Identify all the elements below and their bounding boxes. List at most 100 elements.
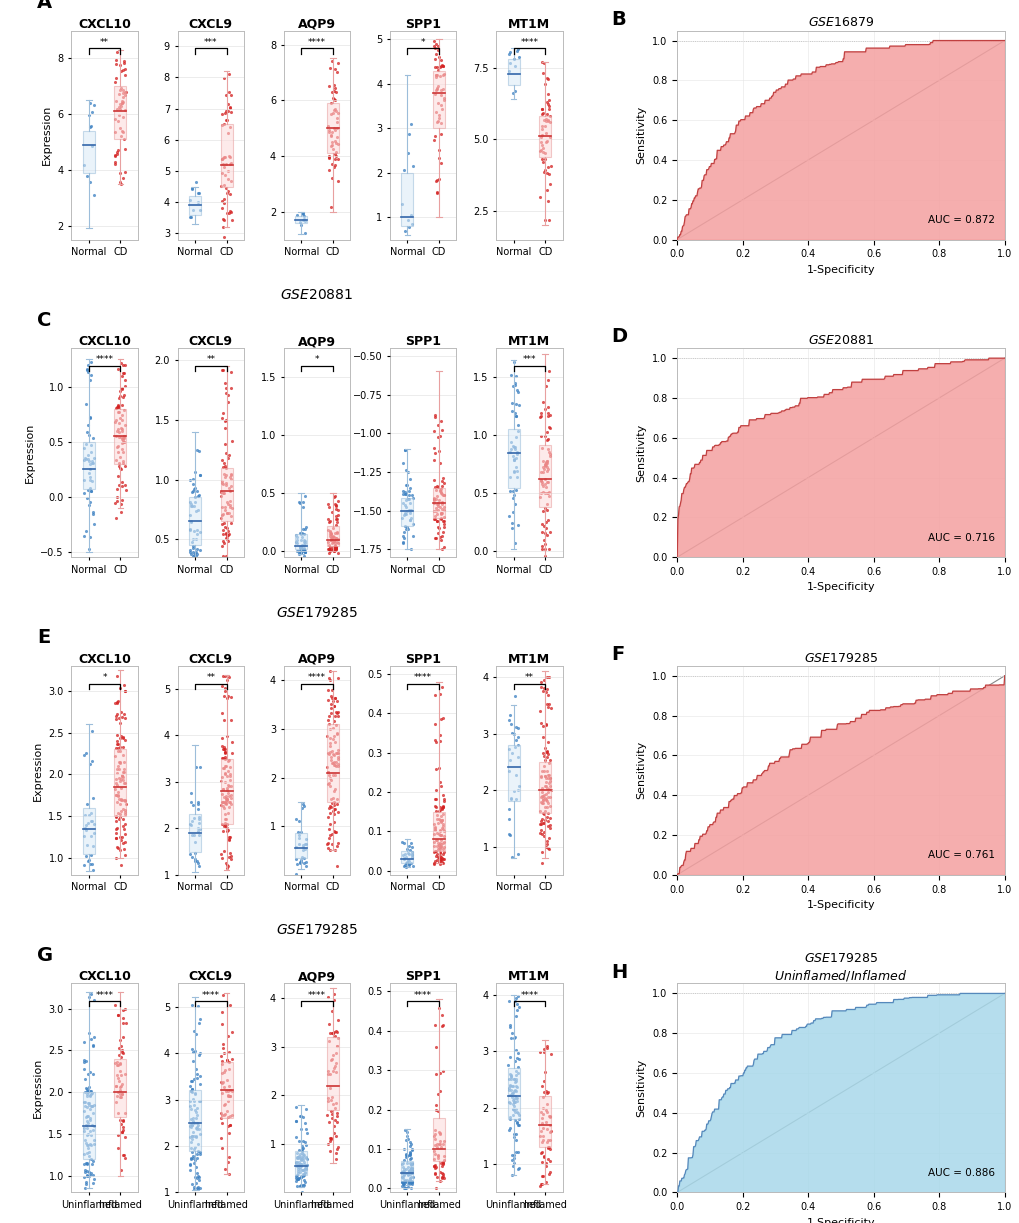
Point [214, 407, 230, 427]
Point [112, 779, 128, 799]
Point [510, 1057, 526, 1076]
Point [531, 801, 547, 821]
Point [538, 695, 554, 714]
Point [427, 405, 443, 424]
Point [296, 538, 312, 558]
Point [427, 1015, 443, 1035]
Point [431, 846, 447, 866]
Point [535, 813, 551, 833]
Y-axis label: Expression: Expression [24, 422, 35, 483]
Point [532, 471, 548, 490]
Point [109, 142, 125, 161]
Point [321, 728, 337, 747]
Point [325, 139, 341, 159]
Point [323, 82, 339, 102]
Point [289, 1147, 306, 1167]
Title: MT1M: MT1M [507, 17, 550, 31]
Point [432, 833, 448, 852]
Point [112, 81, 128, 100]
Point [533, 768, 549, 788]
Point [538, 1157, 554, 1177]
Point [110, 804, 126, 823]
Point [323, 154, 339, 174]
Point [539, 451, 555, 471]
Point [400, 218, 417, 237]
Point [108, 739, 124, 758]
Point [217, 466, 233, 486]
Point [114, 432, 130, 451]
Point [114, 366, 130, 385]
Point [540, 828, 556, 848]
Point [219, 203, 235, 223]
Point [77, 1172, 94, 1191]
Point [432, 807, 448, 827]
Point [507, 1048, 524, 1068]
Point [324, 680, 340, 700]
Point [328, 512, 344, 532]
Point [426, 1126, 442, 1146]
Point [324, 527, 340, 547]
Point [214, 497, 230, 516]
Point [538, 1119, 554, 1139]
Title: CXCL9: CXCL9 [189, 971, 232, 983]
Point [219, 94, 235, 114]
Point [538, 777, 554, 796]
Point [216, 1095, 232, 1114]
Point [395, 1140, 412, 1159]
Point [192, 541, 208, 560]
Bar [326, 724, 338, 802]
Point [401, 1156, 418, 1175]
Point [429, 111, 445, 131]
Point [425, 832, 441, 851]
Point [81, 1093, 97, 1113]
Point [214, 1106, 230, 1125]
Point [330, 802, 346, 822]
Point [294, 1146, 311, 1166]
Point [433, 1168, 449, 1188]
Point [533, 766, 549, 785]
Point [218, 815, 234, 834]
Point [182, 1114, 199, 1134]
Text: ****: **** [202, 991, 219, 999]
Point [214, 676, 230, 696]
Point [77, 1134, 94, 1153]
Point [396, 484, 413, 504]
Point [215, 986, 231, 1005]
Point [78, 821, 95, 840]
Point [218, 110, 234, 130]
Point [324, 718, 340, 737]
Bar [401, 498, 413, 526]
Point [292, 543, 309, 563]
Point [109, 756, 125, 775]
Point [79, 488, 96, 508]
Text: E: E [37, 629, 50, 647]
Point [111, 163, 127, 182]
Point [541, 418, 557, 438]
Point [427, 34, 443, 54]
Point [539, 811, 555, 830]
Point [401, 1172, 418, 1191]
Point [326, 779, 342, 799]
Point [190, 818, 206, 838]
Point [329, 133, 345, 153]
Point [220, 102, 236, 121]
Point [321, 1112, 337, 1131]
Point [399, 1166, 416, 1185]
Point [541, 1162, 557, 1181]
Point [538, 104, 554, 124]
Point [217, 104, 233, 124]
Point [429, 494, 445, 514]
Point [107, 146, 123, 165]
Point [403, 539, 419, 559]
Text: $\it{GSE179285}$: $\it{GSE179285}$ [276, 605, 358, 620]
Point [328, 537, 344, 556]
Point [328, 856, 344, 876]
Bar [114, 87, 126, 139]
Point [538, 455, 554, 475]
Point [78, 1153, 95, 1173]
Point [397, 1147, 414, 1167]
Point [326, 795, 342, 815]
Point [185, 1021, 202, 1041]
Point [432, 1153, 448, 1173]
Point [189, 1118, 205, 1137]
